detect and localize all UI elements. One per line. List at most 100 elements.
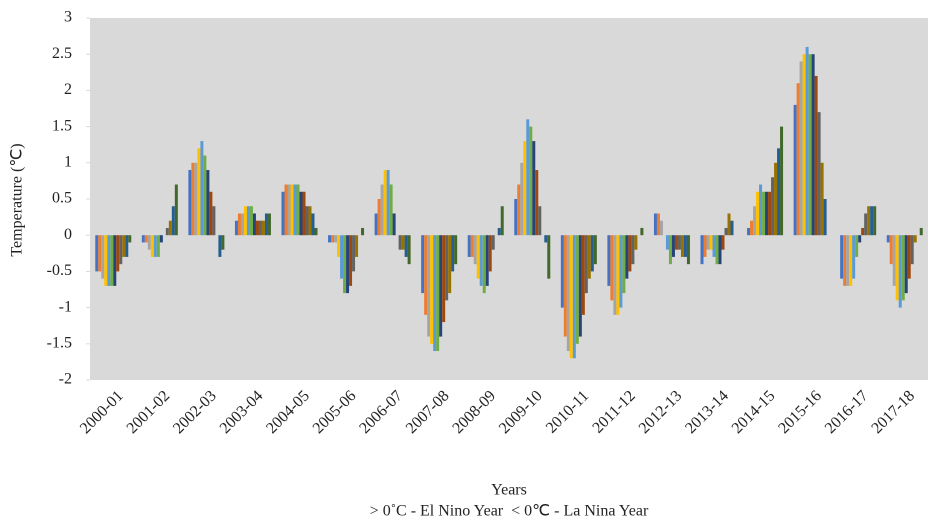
bar [264,213,268,236]
bar [467,235,471,257]
bar [759,184,763,236]
bar [243,206,247,236]
bar [820,162,824,236]
bar [683,235,687,257]
bar [482,235,486,294]
bar [802,54,806,236]
bar [634,235,638,250]
bar [101,235,105,279]
bar [290,184,294,236]
bar [144,235,148,243]
x-tick-label: 2003-04 [217,387,267,437]
bar [389,184,393,236]
bar [535,170,539,236]
bar [287,184,291,236]
bar [209,191,213,236]
x-tick-label: 2017-18 [868,387,918,437]
bar [95,235,99,272]
bar [584,235,588,294]
bar [774,162,778,236]
bar [610,235,614,301]
bar [165,227,169,236]
bar [261,220,265,236]
bar [500,206,504,236]
bar [762,191,766,236]
bar [593,235,597,265]
bar [98,235,102,272]
bar [491,235,495,250]
bar [240,213,244,236]
bar [656,213,660,236]
bar [870,206,874,236]
bar [817,112,821,236]
bar [566,235,570,352]
bar [352,235,356,272]
bar [796,83,800,236]
bar [904,235,908,294]
bar [747,227,751,236]
bar [392,213,396,236]
x-tick-label: 2008-09 [449,387,499,437]
bar [910,235,914,265]
x-tick-label: 2006-07 [356,387,406,437]
bar [547,235,551,279]
annotation: > 0˚C - El Nino Year < 0℃ - La Nina Year [370,503,649,520]
bar [380,184,384,236]
bar [383,170,387,236]
bar [293,184,297,236]
bar [578,235,582,337]
bar [768,191,772,236]
bar [625,235,629,279]
bar [497,227,501,236]
bar [514,199,518,236]
y-tick-label: 0 [64,226,72,243]
bar [721,235,725,250]
bar [575,235,579,344]
y-axis-title: Temperature (℃) [9,143,26,256]
bar [640,227,644,236]
bar [212,206,216,236]
bar [526,119,530,236]
bar [346,235,350,294]
bar [470,235,474,257]
bar [517,184,521,236]
bar [433,235,437,352]
bar [886,235,890,243]
bar [572,235,576,359]
bar [299,191,303,236]
bar [727,213,731,236]
bar [852,235,856,279]
bar [284,184,288,236]
bar [730,220,734,236]
bar [361,227,365,236]
bar [355,235,359,257]
bar [128,235,132,243]
bar [479,235,483,286]
bar [750,220,754,236]
bar [200,141,204,236]
bar [122,235,126,257]
bar [753,206,757,236]
y-tick-label: 1.5 [52,117,72,134]
bar [255,220,259,236]
bar [188,170,192,236]
x-tick-label: 2002-03 [170,387,220,437]
bar [119,235,123,265]
bar [305,206,309,236]
bar [281,191,285,236]
bar [473,235,477,265]
bar [665,235,669,250]
bar [377,199,381,236]
bar [308,206,312,236]
bar [563,235,567,337]
bar [898,235,902,308]
bar [538,206,542,236]
bar [156,235,160,257]
bar [141,235,145,243]
y-tick-label: -2 [59,371,72,388]
bar [218,235,222,257]
bar [607,235,611,286]
y-tick-label: -1 [59,298,72,315]
bar [197,148,201,236]
bar [700,235,704,265]
